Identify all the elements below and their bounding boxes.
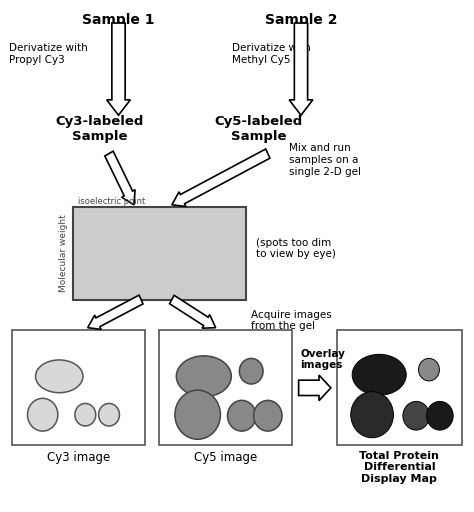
- Text: Derivatize with
Propyl Cy3: Derivatize with Propyl Cy3: [9, 43, 88, 65]
- FancyArrow shape: [107, 23, 130, 115]
- Ellipse shape: [36, 360, 83, 393]
- FancyArrow shape: [299, 375, 331, 400]
- Text: Cy5-labeled
Sample: Cy5-labeled Sample: [214, 115, 302, 143]
- Text: Sample 2: Sample 2: [265, 13, 337, 27]
- Ellipse shape: [75, 403, 96, 426]
- Text: Molecular weight: Molecular weight: [60, 215, 68, 292]
- Ellipse shape: [175, 390, 220, 439]
- Bar: [73, 207, 246, 300]
- Text: Cy3 image: Cy3 image: [46, 451, 110, 463]
- FancyArrow shape: [105, 151, 135, 205]
- Text: Acquire images
from the gel: Acquire images from the gel: [251, 310, 332, 331]
- Ellipse shape: [239, 358, 263, 384]
- Text: Cy3-labeled
Sample: Cy3-labeled Sample: [55, 115, 144, 143]
- Ellipse shape: [427, 401, 453, 430]
- Text: Derivatize with
Methyl Cy5: Derivatize with Methyl Cy5: [232, 43, 311, 65]
- Ellipse shape: [419, 358, 439, 381]
- Text: Overlay
images: Overlay images: [300, 349, 345, 371]
- Text: Total Protein
Differential
Display Map: Total Protein Differential Display Map: [359, 451, 439, 484]
- Ellipse shape: [228, 400, 256, 431]
- Text: Sample 1: Sample 1: [82, 13, 155, 27]
- Text: isoelectric point: isoelectric point: [78, 197, 146, 206]
- FancyArrow shape: [170, 295, 216, 328]
- Ellipse shape: [352, 354, 406, 395]
- Bar: [12, 330, 145, 445]
- Ellipse shape: [176, 356, 231, 397]
- Ellipse shape: [403, 401, 429, 430]
- Ellipse shape: [27, 398, 58, 431]
- Text: Mix and run
samples on a
single 2-D gel: Mix and run samples on a single 2-D gel: [289, 143, 361, 177]
- Ellipse shape: [351, 392, 393, 438]
- Ellipse shape: [99, 403, 119, 426]
- Bar: [337, 330, 462, 445]
- FancyArrow shape: [289, 23, 313, 115]
- Bar: [159, 330, 292, 445]
- Text: (spots too dim
to view by eye): (spots too dim to view by eye): [256, 238, 336, 259]
- Text: Cy5 image: Cy5 image: [193, 451, 257, 463]
- FancyArrow shape: [172, 149, 270, 206]
- FancyArrow shape: [88, 295, 143, 329]
- Ellipse shape: [254, 400, 282, 431]
